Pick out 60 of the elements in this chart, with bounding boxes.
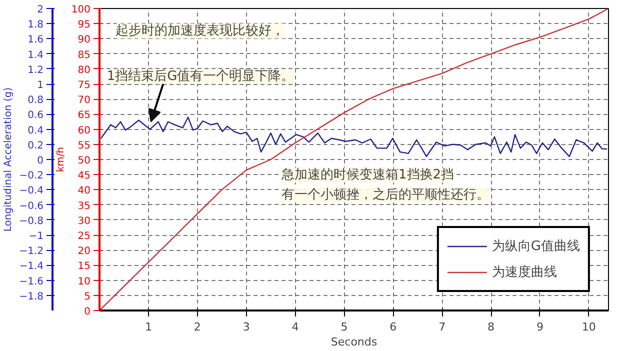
x-tick-label: 7 [438,320,446,334]
annotation: 急加速的时候变速箱1挡换2挡 [280,168,454,182]
y2-tick-label: 0 [37,156,44,166]
y-tick-label: 75 [78,80,91,91]
annotation: 有一个小顿挫，之后的平顺性还行。 [282,188,490,202]
y2-tick-label: −0.4 [19,186,44,197]
y2-tick-label: 1.2 [28,64,44,76]
y-tick-label: 15 [78,261,91,272]
x-tick-label: 4 [292,320,299,334]
y-tick-label: 25 [78,231,91,242]
y2-tick-label: −0.6 [19,200,44,212]
annotation: 起步时的加速度表现比较好， [116,22,284,38]
y-tick-label: 0 [84,306,91,318]
y2-tick-label: −1.8 [19,291,44,302]
x-tick-label: 5 [340,320,348,334]
y-tick-label: 10 [78,276,91,288]
y-tick-label: 50 [78,156,91,166]
y2-tick-label: 0.8 [28,95,44,106]
x-tick-label: 9 [536,320,544,334]
y-tick-label: 30 [78,216,91,227]
y-tick-label: 35 [78,200,91,212]
y2-tick-label: 0.6 [28,110,44,122]
y-tick-label: 55 [78,140,91,152]
y-tick-label: 90 [78,34,91,46]
y2-tick-label: −1 [28,231,44,242]
y2-tick-label: 1.6 [28,34,44,46]
y-tick-label: 20 [78,246,91,258]
x-tick-label: 1 [144,320,152,334]
x-axis-title: Seconds [330,336,378,348]
x-tick-label: 10 [582,320,596,334]
y2-tick-label: −0.2 [19,170,44,182]
y-tick-label: 5 [84,291,91,302]
y-tick-label: 45 [78,170,91,182]
y-tick-label: 100 [71,4,91,16]
y2-tick-label: 1.8 [28,20,44,31]
y2-tick-label: 1.4 [28,50,44,61]
y2-tick-label: 1 [37,80,44,91]
y-tick-label: 60 [78,125,91,136]
y-tick-label: 65 [78,110,91,122]
y2-tick-label: −1.2 [19,246,44,258]
x-tick-label: 6 [390,320,397,334]
y2-tick-label: 2 [37,4,44,16]
y2-tick-label: 0.2 [28,140,44,152]
x-tick-label: 2 [194,320,201,334]
y2-tick-label: −0.8 [19,216,44,227]
x-tick-label: 3 [242,320,250,334]
y-axis-title: km/h [55,146,66,172]
y-tick-label: 70 [78,95,91,106]
y2-axis-title: Longitudinal Acceleration (g) [3,87,14,232]
legend-label: 为纵向G值曲线 [492,238,580,255]
legend-label: 为速度曲线 [492,264,557,281]
y2-tick-label: 0.4 [28,125,44,136]
y-tick-label: 85 [78,50,91,61]
y2-tick-label: −1.6 [19,276,44,288]
y-tick-label: 80 [78,64,91,76]
y-tick-label: 95 [78,20,91,31]
y-tick-label: 40 [78,186,91,197]
annotation: 1挡结束后G值有一个明显下降。 [106,69,294,84]
x-tick-label: 8 [488,320,495,334]
y2-tick-label: −1.4 [19,261,44,272]
